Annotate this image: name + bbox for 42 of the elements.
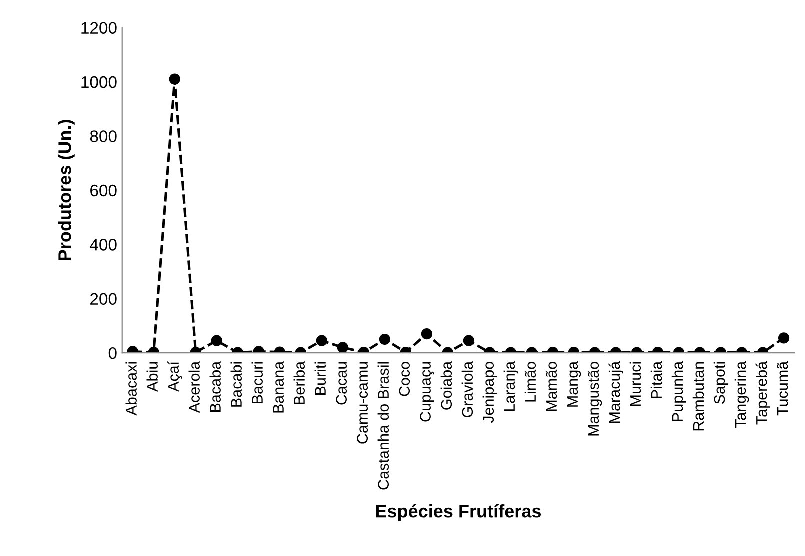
y-tick-label: 1200 — [82, 22, 117, 34]
x-tick-label: Cupuaçu — [420, 362, 434, 422]
x-tick-label: Cacau — [336, 362, 348, 405]
x-tick-label: Bacabi — [230, 362, 242, 407]
y-tick-label: 800 — [90, 130, 117, 142]
x-tick-label: Tangerina — [734, 361, 750, 428]
x-tick-label: Laranja — [504, 361, 518, 412]
x-axis-title: Espécies Frutíferas — [376, 504, 542, 522]
y-tick-label: 600 — [90, 184, 117, 197]
x-tick-label: Tucumã — [777, 361, 788, 416]
y-tick-label: 0 — [108, 347, 117, 360]
x-tick-label: Goiaba — [440, 361, 452, 410]
x-tick-label: Taperebá — [756, 361, 770, 425]
x-tick-label: Acerola — [188, 361, 200, 414]
x-tick-label: Abacaxi — [126, 362, 137, 416]
x-tick-label: Rambutan — [692, 362, 704, 431]
x-tick-label: Pitaia — [650, 361, 662, 398]
x-tick-label: Coco — [399, 362, 410, 396]
x-tick-label: Sapoti — [714, 362, 728, 404]
x-tick-label: Limão — [524, 362, 536, 402]
y-tick-label: 400 — [90, 239, 117, 251]
x-tick-label: Graviola — [462, 361, 474, 418]
x-tick-label: Bacaba — [210, 361, 221, 412]
x-tick-label: Muruci — [630, 362, 642, 406]
x-tick-label: Camu-camu — [357, 362, 368, 444]
x-tick-label: Maracujá — [608, 361, 624, 423]
x-tick-label: Mamão — [546, 362, 558, 412]
y-tick-label: 200 — [90, 293, 117, 306]
x-tick-label: Abiu — [146, 362, 158, 392]
point — [169, 74, 180, 85]
x-tick-label: Banana — [273, 361, 284, 413]
x-tick-label: Buriti — [314, 362, 326, 395]
x-tick-label: Bacuri — [252, 362, 263, 404]
y-tick-label: 1000 — [82, 76, 117, 88]
x-tick-label: Beriba — [294, 361, 306, 404]
x-tick-label: Mangustão — [588, 362, 602, 436]
x-tick-label: Castanha do Brasil — [378, 362, 390, 490]
x-tick-label: Açaí — [168, 361, 182, 392]
x-tick-label: Manga — [567, 361, 582, 407]
y-axis-title: Produtores (Un.) — [58, 120, 75, 260]
x-tick-label: Jenipapo — [482, 362, 498, 424]
x-tick-label: Pupunha — [672, 361, 686, 422]
